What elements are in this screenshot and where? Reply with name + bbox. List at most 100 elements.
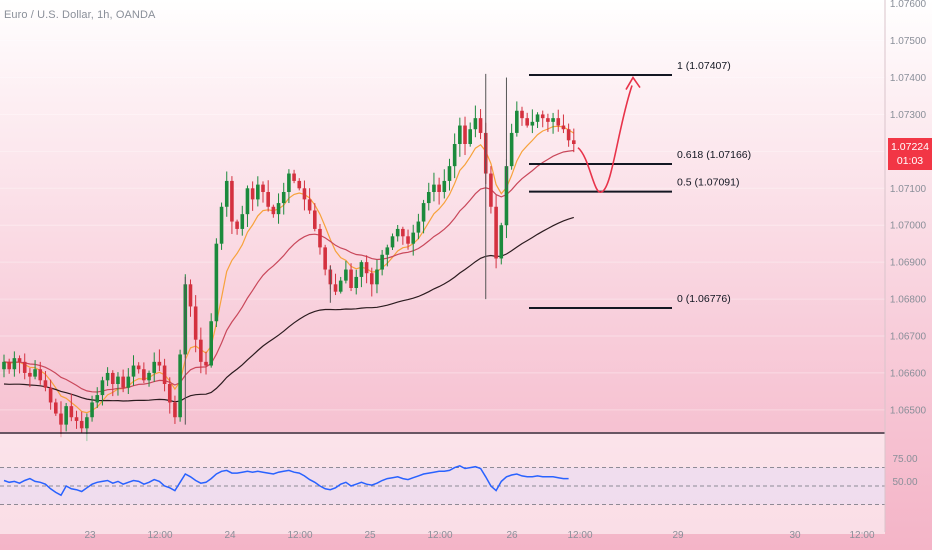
symbol-title: Euro / U.S. Dollar, 1h, OANDA [4, 9, 156, 21]
candle-body [2, 361, 6, 370]
candle-body [530, 121, 535, 126]
candle-body [556, 118, 561, 126]
candle-body [426, 192, 431, 204]
candle-body [266, 192, 270, 207]
candle-body [463, 125, 467, 144]
candle-body [364, 262, 369, 274]
candle-body [375, 269, 379, 285]
rsi-pane [0, 432, 885, 534]
candle-body [250, 188, 255, 200]
candle-body [136, 365, 141, 370]
candle-body [167, 384, 172, 403]
candle-body [131, 365, 136, 377]
x-tick-label: 26 [506, 530, 518, 541]
candle-body [323, 247, 327, 270]
candle-body [535, 114, 540, 122]
y-tick-label: 1.06800 [890, 295, 927, 306]
candle-body [401, 228, 405, 237]
candle-body [276, 203, 281, 215]
y-tick-label: 1.06600 [890, 368, 927, 379]
candle-body [54, 402, 58, 414]
bar-countdown: 01:03 [896, 155, 924, 167]
candle-body [214, 243, 219, 322]
time-axis[interactable]: 23 12:00 24 12:00 25 12:00 26 12:00 29 30 12:00 [84, 530, 875, 541]
candle-body [157, 361, 162, 366]
y-tick-label: 1.07500 [890, 36, 927, 47]
ema-mid-line [3, 149, 574, 393]
candle-body [199, 339, 203, 362]
last-price: 1.07224 [891, 141, 929, 153]
candle-body [489, 173, 493, 207]
candle-body [17, 358, 22, 362]
candle-body [292, 173, 296, 181]
x-tick-label: 12:00 [427, 530, 452, 541]
x-tick-label: 12:00 [849, 530, 874, 541]
candle-body [105, 372, 110, 381]
projection-path [577, 76, 641, 193]
candle-body [421, 203, 426, 222]
candle-body [458, 125, 462, 144]
candle-body [142, 369, 146, 381]
candle-body [38, 369, 43, 381]
candle-body [287, 173, 291, 192]
rsi-tick-label: 75.00 [892, 454, 917, 465]
candle-body [447, 166, 452, 181]
y-tick-label: 1.06500 [890, 405, 927, 416]
candle-body [33, 369, 37, 377]
candle-body [116, 376, 120, 384]
candle-body [162, 365, 167, 384]
x-tick-label: 29 [672, 530, 684, 541]
fib-level-label: 0.5 (1.07091) [677, 177, 739, 189]
fibonacci-levels: 1 (1.07407) 0.618 (1.07166) 0.5 (1.07091) 0… [529, 60, 751, 309]
candle-body [204, 361, 208, 366]
x-tick-label: 12:00 [147, 530, 172, 541]
candle-body [245, 188, 250, 215]
candle-body [224, 180, 229, 207]
candle-body [147, 372, 151, 381]
candle-body [64, 406, 68, 425]
candle-body [385, 247, 390, 255]
projection-curve [577, 85, 633, 193]
candle-body [452, 144, 457, 167]
candle-body [90, 402, 94, 418]
candle-body [468, 129, 472, 144]
candle-body [43, 380, 48, 388]
candle-body [411, 232, 416, 244]
candle-body [494, 206, 498, 259]
candle-body [281, 192, 286, 204]
candle-body [478, 118, 483, 133]
candle-body [416, 221, 421, 233]
candle-body [74, 417, 79, 421]
price-axis[interactable]: 1.076001.075001.074001.073001.072001.071… [884, 0, 927, 532]
candle-body [7, 361, 11, 370]
rsi-tick-label: 50.00 [892, 477, 917, 488]
candle-body [473, 118, 478, 130]
candle-body [551, 118, 555, 122]
candle-body [173, 402, 177, 418]
last-price-tag: 1.07224 01:03 [888, 138, 932, 170]
candle-body [152, 361, 157, 373]
candle-body [69, 406, 74, 418]
candle-body [504, 166, 509, 226]
x-tick-label: 12:00 [287, 530, 312, 541]
x-tick-label: 30 [789, 530, 801, 541]
candle-body [28, 372, 32, 377]
candle-body [193, 306, 198, 340]
y-tick-label: 1.07400 [890, 73, 927, 84]
candle-body [380, 254, 384, 270]
candle-body [333, 284, 338, 292]
candle-body [219, 206, 224, 244]
candle-body [126, 376, 131, 388]
candle-body [230, 180, 234, 222]
y-tick-label: 1.06900 [890, 258, 927, 269]
fib-level-label: 1 (1.07407) [677, 60, 731, 72]
candle-body [261, 184, 265, 192]
candle-body [209, 321, 213, 366]
candle-body [256, 184, 260, 200]
candle-body [546, 118, 550, 122]
candle-body [95, 395, 100, 403]
rsi-line [3, 464, 569, 497]
x-tick-label: 12:00 [567, 530, 592, 541]
